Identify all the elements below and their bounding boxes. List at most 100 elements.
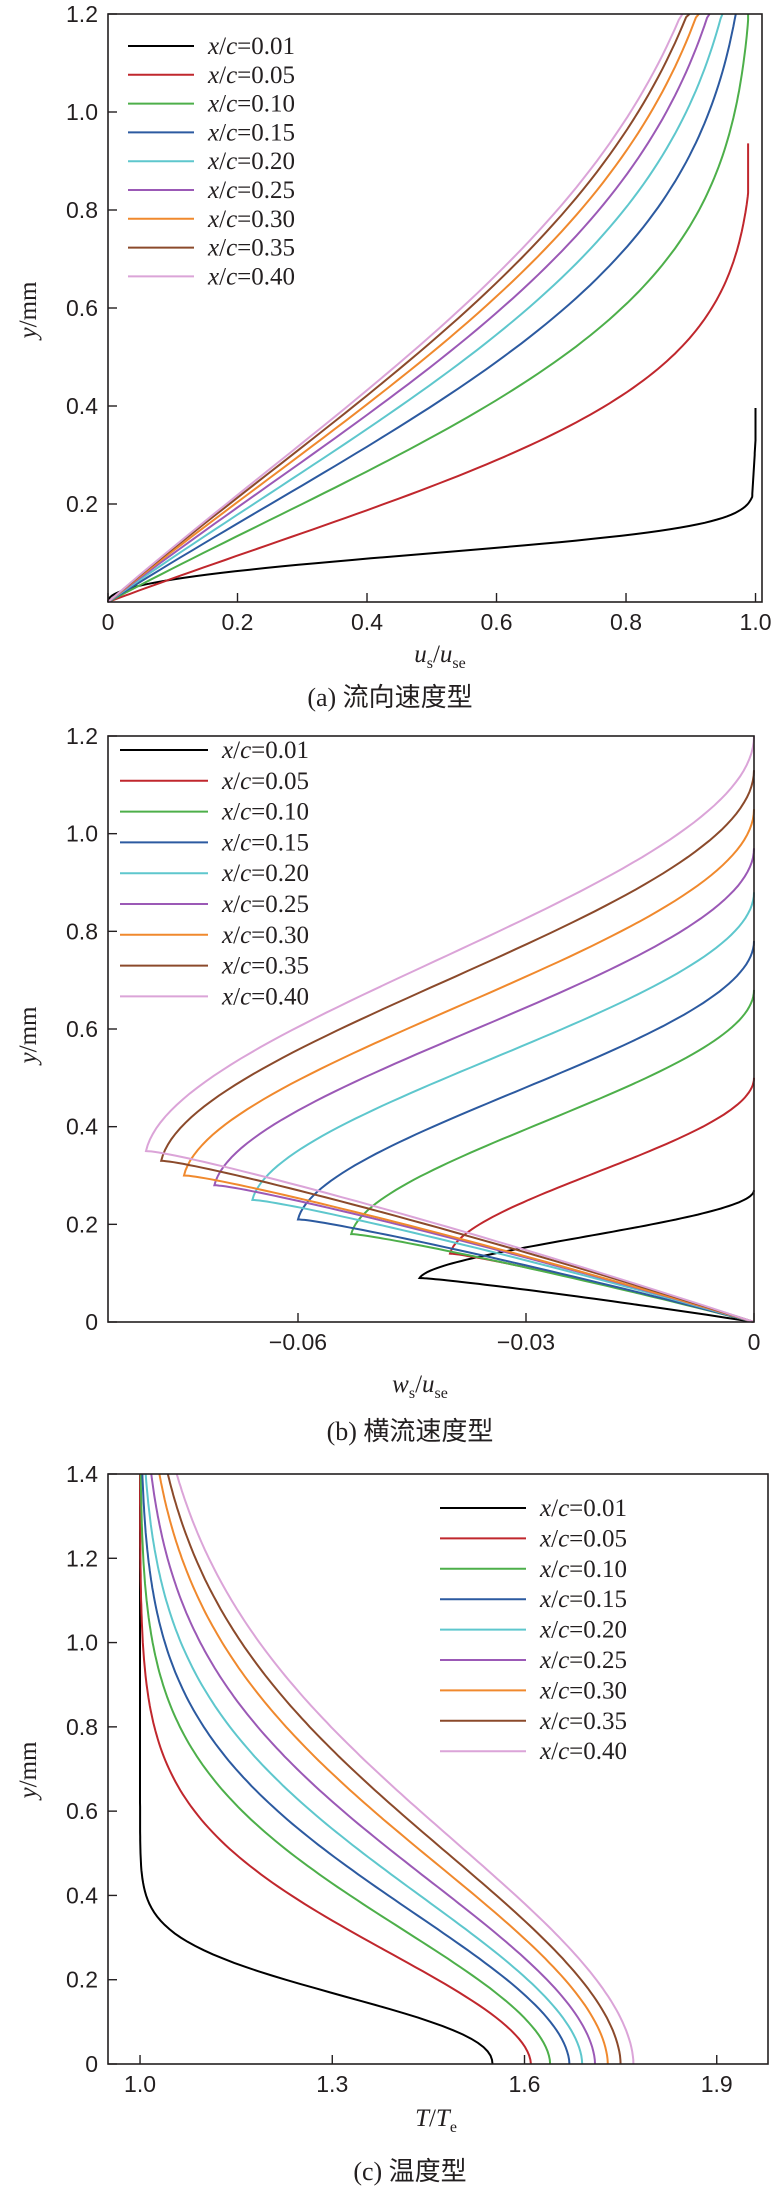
panel-a-caption: (a) 流向速度型 <box>307 683 472 712</box>
panel-c-series-line <box>150 1473 596 2065</box>
panel-b-y-tick-label: 0 <box>85 1309 98 1335</box>
panel-c-series-line <box>139 1474 532 2065</box>
panel-b-legend-label: x/c=0.10 <box>221 799 309 826</box>
panel-c-y-tick-label: 1.2 <box>66 1545 98 1571</box>
panel-a-streamwise-velocity: 0 0.2 0.4 0.6 0.8 1.0 0.2 0.4 0.6 0.8 1.0 1.2 x/c=0… <box>15 1 772 712</box>
panel-a-legend-label: x/c=0.30 <box>207 206 295 233</box>
panel-a-legend-label: x/c=0.01 <box>207 33 295 60</box>
panel-a-legend-label: x/c=0.10 <box>207 91 295 118</box>
panel-a-series-line <box>107 13 684 603</box>
panel-c-y-tick-label: 0.4 <box>66 1882 98 1908</box>
panel-a-y-tick-label: 1.0 <box>66 99 98 125</box>
panel-c-y-tick-label: 0.2 <box>66 1967 98 1993</box>
panel-a-series-line <box>107 13 711 603</box>
panel-a-series-line <box>107 13 724 603</box>
panel-c-series-line <box>139 1473 552 2065</box>
panel-c-temperature: 1.0 1.3 1.6 1.9 0 0.2 0.4 0.6 0.8 1.0 1.2 1.4 x/c=0… <box>15 1461 769 2186</box>
panel-c-legend-label: x/c=0.40 <box>539 1738 627 1765</box>
panel-b-legend-label: x/c=0.25 <box>221 891 309 918</box>
panel-c-caption: (c) 温度型 <box>353 2157 466 2186</box>
panel-c-series-line <box>139 1474 494 2065</box>
panel-b-x-tick-label: −0.03 <box>497 1329 555 1355</box>
panel-c-y-tick-label: 1.0 <box>66 1630 98 1656</box>
panel-a-legend-label: x/c=0.20 <box>207 148 295 175</box>
panel-b-legend-label: x/c=0.05 <box>221 768 309 795</box>
panel-c-series-line <box>141 1473 571 2065</box>
panel-b-legend-label: x/c=0.30 <box>221 922 309 949</box>
panel-c-series-line <box>144 1473 584 2065</box>
panel-a-plot-frame <box>107 13 763 603</box>
panel-a-series-line <box>107 14 750 603</box>
panel-c-y-tick-label: 0.8 <box>66 1714 98 1740</box>
panel-b-caption: (b) 横流速度型 <box>327 1417 494 1446</box>
panel-b-legend-label: x/c=0.20 <box>221 860 309 887</box>
panel-a-y-tick-label: 0.4 <box>66 393 98 419</box>
panel-a-y-tick-label: 0.8 <box>66 197 98 223</box>
panel-a-legend-label: x/c=0.15 <box>207 119 295 146</box>
panel-a-y-tick-label: 0.2 <box>66 491 98 517</box>
panel-b-y-tick-label: 1.0 <box>66 821 98 847</box>
panel-b-series-line <box>296 941 755 1323</box>
panel-b-legend-label: x/c=0.40 <box>221 983 309 1010</box>
panel-b-legend-label: x/c=0.35 <box>221 953 309 980</box>
panel-a-x-tick-label: 0.2 <box>222 609 254 635</box>
panel-c-y-axis-label: y/mm <box>15 1741 42 1802</box>
panel-a-legend-label: x/c=0.35 <box>207 235 295 262</box>
panel-c-y-tick-label: 0.6 <box>66 1798 98 1824</box>
panel-b-x-tick-label: 0 <box>748 1329 761 1355</box>
panel-b-y-tick-label: 1.2 <box>66 723 98 749</box>
panel-c-legend-label: x/c=0.01 <box>539 1495 627 1522</box>
panel-b-legend-label: x/c=0.15 <box>221 829 309 856</box>
panel-a-series-line <box>107 13 700 603</box>
panel-c-x-tick-label: 1.0 <box>124 2071 156 2097</box>
panel-a-series-line <box>107 143 750 603</box>
panel-a-x-tick-label: 0.6 <box>481 609 513 635</box>
panel-b-series-line <box>159 770 755 1323</box>
panel-a-x-axis-label: us/use <box>414 641 466 672</box>
panel-a-x-tick-label: 0.8 <box>610 609 642 635</box>
panel-b-y-tick-label: 0.6 <box>66 1016 98 1042</box>
panel-b-series-line <box>417 1190 755 1323</box>
panel-c-legend-label: x/c=0.05 <box>539 1525 627 1552</box>
panel-a-y-tick-label: 1.2 <box>66 1 98 27</box>
panel-b-series-line <box>213 848 755 1323</box>
panel-a-x-tick-label: 1.0 <box>740 609 772 635</box>
panel-c-series-line <box>166 1473 622 2065</box>
panel-c-x-tick-label: 1.9 <box>701 2071 733 2097</box>
panel-b-series-line <box>182 809 755 1323</box>
panel-b-y-axis-label: y/mm <box>15 1006 42 1067</box>
panel-a-x-tick-label: 0.4 <box>351 609 383 635</box>
panel-a-series-line <box>107 13 737 603</box>
panel-c-legend-label: x/c=0.10 <box>539 1556 627 1583</box>
panel-c-plot-frame <box>107 1473 769 2065</box>
panel-b-x-axis-label: ws/use <box>392 1371 448 1402</box>
panel-c-series-line <box>175 1473 635 2065</box>
panel-a-legend-label: x/c=0.05 <box>207 62 295 89</box>
panel-c-legend-label: x/c=0.20 <box>539 1617 627 1644</box>
panel-c-x-tick-label: 1.6 <box>509 2071 541 2097</box>
panel-a-x-tick-label: 0 <box>102 609 115 635</box>
panel-c-series-line <box>158 1473 609 2065</box>
panel-c-x-axis-label: T/Te <box>415 2105 457 2136</box>
panel-c-y-tick-label: 1.4 <box>66 1461 98 1487</box>
panel-c-legend-label: x/c=0.15 <box>539 1586 627 1613</box>
panel-b-series-line <box>144 735 755 1323</box>
panel-c-legend-label: x/c=0.35 <box>539 1708 627 1735</box>
panel-b-x-tick-label: −0.06 <box>269 1329 327 1355</box>
panel-b-y-tick-label: 0.4 <box>66 1114 98 1140</box>
panel-b-y-tick-label: 0.8 <box>66 918 98 944</box>
panel-b-y-tick-label: 0.2 <box>66 1211 98 1237</box>
panel-b-crossflow-velocity: −0.06 −0.03 0 0 0.2 0.4 0.6 0.8 1.0 1.2 x/c=0.01 x… <box>15 723 760 1446</box>
panel-c-legend-label: x/c=0.25 <box>539 1647 627 1674</box>
panel-b-series-line <box>251 892 755 1323</box>
panel-a-legend-label: x/c=0.40 <box>207 263 295 290</box>
panel-a-y-axis-label: y/mm <box>15 281 42 342</box>
panel-b-legend-label: x/c=0.01 <box>221 737 309 764</box>
panel-c-x-tick-label: 1.3 <box>316 2071 348 2097</box>
panel-a-legend-label: x/c=0.25 <box>207 177 295 204</box>
panel-a-y-tick-label: 0.6 <box>66 295 98 321</box>
panel-b-series-line <box>349 989 755 1323</box>
panel-c-y-tick-label: 0 <box>85 2051 98 2077</box>
panel-a-series-line <box>107 13 691 603</box>
